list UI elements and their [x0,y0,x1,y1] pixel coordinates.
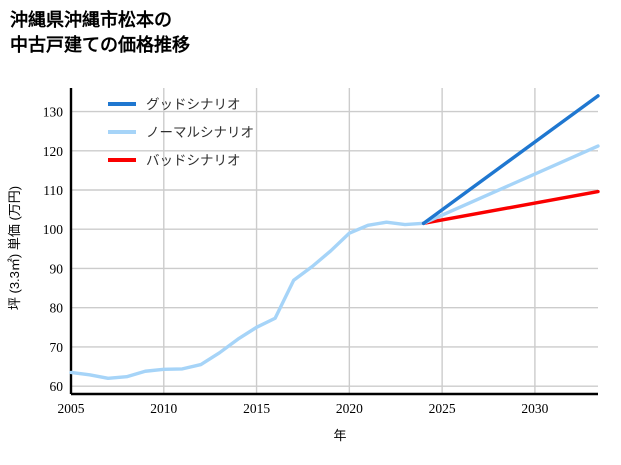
y-axis-title: 坪 (3.3㎡) 単価 (万円) [7,186,22,310]
axis-lines [69,88,598,396]
x-axis-title: 年 [333,428,346,443]
x-tick-2030: 2030 [521,401,548,416]
gridlines [70,88,598,394]
series-line-バッドシナリオ [421,189,600,226]
series-line-実績 [69,220,426,381]
legend-label-0: グッドシナリオ [146,97,241,112]
y-tick-100: 100 [43,222,64,237]
x-tick-2015: 2015 [243,401,270,416]
x-tick-2005: 2005 [58,401,85,416]
legend-label-2: バッドシナリオ [146,153,241,168]
y-tick-80: 80 [50,301,64,316]
y-tick-110: 110 [43,183,63,198]
x-tick-2020: 2020 [336,401,363,416]
y-tick-130: 130 [43,105,64,120]
page-title: 沖縄県沖縄市松本の 中古戸建ての価格推移 [10,10,190,55]
y-axis-tick-labels: 60 70 80 90 100 110 120 130 [43,105,64,395]
x-tick-2025: 2025 [429,401,456,416]
series-line-グッドシナリオ [421,94,600,226]
series-line-ノーマルシナリオ [421,144,600,226]
legend-label-1: ノーマルシナリオ [146,125,254,140]
y-tick-90: 90 [50,261,64,276]
y-tick-60: 60 [50,379,64,394]
x-tick-2010: 2010 [150,401,177,416]
x-axis-tick-labels: 2005 2010 2015 2020 2025 2030 [58,401,549,416]
data-series [69,94,600,381]
y-tick-120: 120 [43,144,64,159]
y-tick-70: 70 [50,340,64,355]
